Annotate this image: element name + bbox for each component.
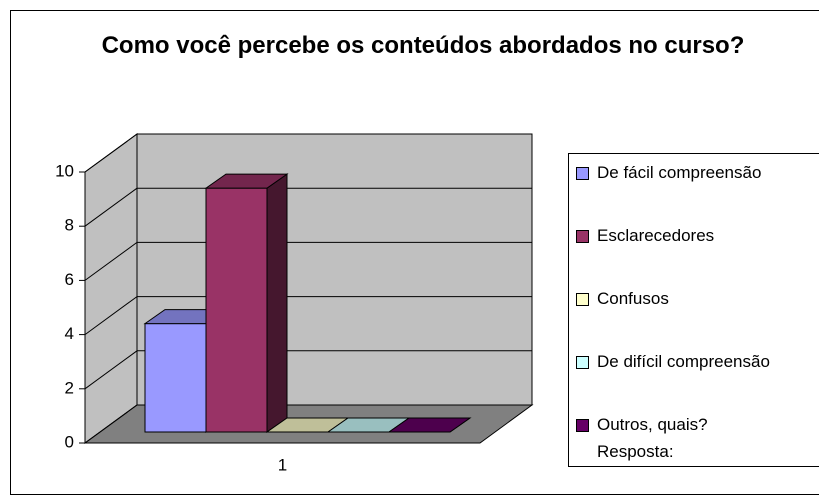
bar-top	[387, 417, 472, 433]
y-tick-label: 0	[65, 432, 74, 451]
bar-front	[144, 323, 207, 433]
grid-line	[84, 241, 138, 281]
legend-swatch	[576, 356, 589, 369]
legend: De fácil compreensão Esclarecedores Confus…	[568, 153, 819, 467]
y-tick-label: 2	[65, 378, 74, 397]
bar	[387, 417, 472, 433]
bar-side	[266, 173, 288, 433]
x-tick-label: 1	[278, 455, 287, 474]
legend-swatch	[576, 167, 589, 180]
bar	[204, 173, 289, 433]
legend-swatch	[576, 230, 589, 243]
grid-line	[84, 133, 138, 173]
legend-item: De fácil compreensão	[576, 159, 761, 186]
legend-swatch	[576, 419, 589, 432]
y-tick-label: 6	[65, 270, 74, 289]
bar-front	[205, 187, 268, 433]
legend-label: De difícil compreensão	[597, 352, 770, 371]
legend-item: Esclarecedores	[576, 222, 714, 249]
legend-item: De difícil compreensão	[576, 348, 770, 375]
legend-label: Outros, quais? Resposta:	[597, 415, 708, 461]
grid-line	[84, 404, 138, 444]
legend-item: Confusos	[576, 285, 669, 312]
bar-top	[204, 173, 289, 189]
y-tick-label: 4	[65, 324, 74, 343]
y-tick-label: 10	[55, 161, 74, 180]
legend-label: Confusos	[597, 289, 669, 308]
y-tick-label: 8	[65, 216, 74, 235]
grid-line	[84, 187, 138, 227]
legend-label: Esclarecedores	[597, 226, 715, 245]
legend-label: De fácil compreensão	[597, 163, 762, 182]
legend-item: Outros, quais? Resposta:	[576, 411, 736, 465]
grid-line	[84, 350, 138, 390]
chart-title: Como você percebe os conteúdos abordados…	[101, 32, 745, 59]
legend-swatch	[576, 293, 589, 306]
plot: 0 2 4 6 8 10 1	[55, 133, 534, 474]
side-wall	[84, 133, 138, 444]
grid-line	[84, 296, 138, 336]
